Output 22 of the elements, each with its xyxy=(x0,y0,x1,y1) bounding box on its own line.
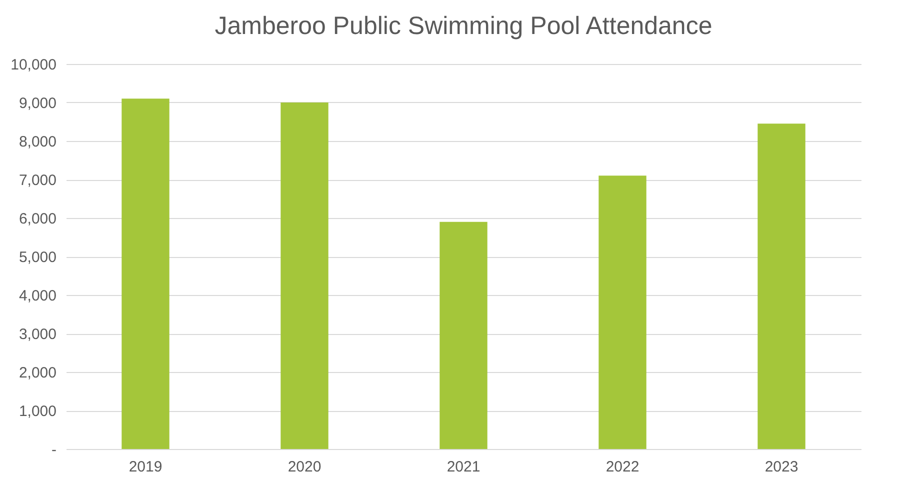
y-tick-label: 6,000 xyxy=(18,210,56,228)
bar xyxy=(122,98,170,449)
bar xyxy=(758,124,806,449)
bar xyxy=(598,176,646,449)
x-tick-label: 2020 xyxy=(288,458,322,476)
y-tick-label: 1,000 xyxy=(18,403,56,420)
y-tick-label: 3,000 xyxy=(18,326,56,343)
y-tick-label: 9,000 xyxy=(18,95,56,112)
y-tick-label: 8,000 xyxy=(18,134,56,150)
x-tick-label: 2022 xyxy=(606,458,640,476)
y-tick-label: 5,000 xyxy=(18,249,56,266)
y-tick-label: - xyxy=(52,442,56,458)
x-tick-label: 2021 xyxy=(446,458,480,476)
y-tick-label: 2,000 xyxy=(18,364,56,382)
chart-title: Jamberoo Public Swimming Pool Attendance xyxy=(214,12,712,40)
bar xyxy=(440,222,488,449)
y-tick-label: 7,000 xyxy=(18,172,56,189)
y-tick-label: 4,000 xyxy=(18,288,56,304)
x-tick-label: 2023 xyxy=(764,458,798,476)
y-tick-label: 10,000 xyxy=(10,56,56,74)
x-tick-label: 2019 xyxy=(128,458,162,476)
bar xyxy=(280,102,328,449)
